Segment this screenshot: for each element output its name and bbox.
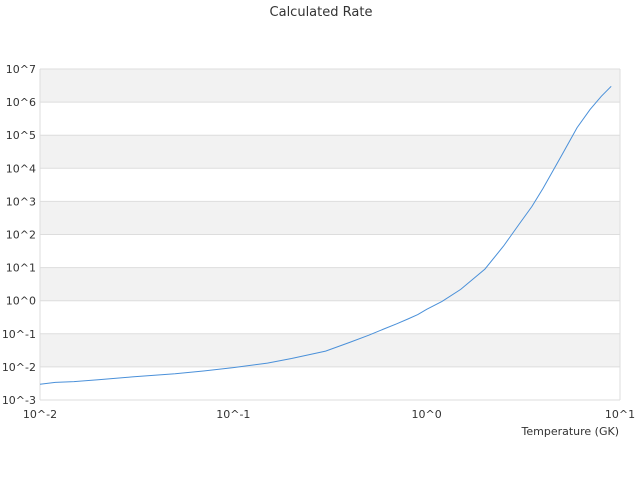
series-line xyxy=(39,85,612,385)
y-tick-label: 10^1 xyxy=(6,262,36,275)
grid-lines xyxy=(39,68,621,401)
y-tick-label: 10^2 xyxy=(6,229,36,242)
y-tick-label: 10^-2 xyxy=(2,361,36,374)
y-tick-label: 10^6 xyxy=(6,96,36,109)
plot-band xyxy=(40,267,620,301)
series-group xyxy=(39,85,612,385)
plot-band xyxy=(40,135,620,169)
y-tick-label: 10^0 xyxy=(6,295,36,308)
y-tick-label: 10^5 xyxy=(6,129,36,142)
y-tick-label: 10^-1 xyxy=(2,328,36,341)
y-tick-label: 10^7 xyxy=(6,63,36,76)
x-tick-label: 10^-2 xyxy=(23,408,57,421)
plot-band xyxy=(40,333,620,367)
y-tick-label: 10^4 xyxy=(6,162,36,175)
x-axis-title: Temperature (GK) xyxy=(521,425,620,438)
y-tick-label: 10^3 xyxy=(6,195,36,208)
x-tick-label: 10^-1 xyxy=(216,408,250,421)
x-axis-ticks: 10^-2 10^-1 10^0 10^1 xyxy=(23,408,635,421)
plot-band xyxy=(40,69,620,103)
plot-band xyxy=(40,201,620,235)
y-tick-label: 10^-3 xyxy=(2,394,36,407)
x-tick-label: 10^0 xyxy=(412,408,442,421)
y-axis-ticks: 10^-3 10^-2 10^-1 10^0 10^1 10^2 10^3 10^4 10^5 1… xyxy=(2,63,36,407)
x-tick-label: 10^1 xyxy=(605,408,635,421)
chart-title: Calculated Rate xyxy=(270,5,373,20)
plot-bands xyxy=(40,69,620,367)
